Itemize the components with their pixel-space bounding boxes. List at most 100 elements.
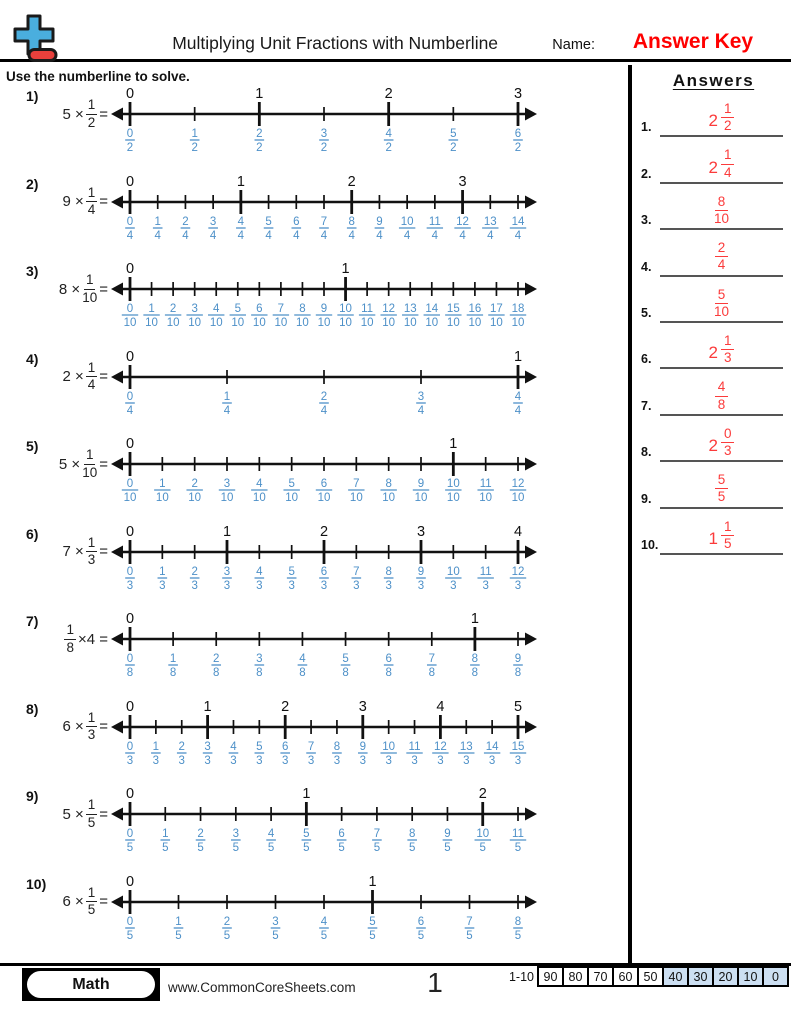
svg-text:6: 6 <box>256 303 262 315</box>
problem-number: 1) <box>26 88 39 104</box>
svg-text:1: 1 <box>159 478 165 490</box>
svg-text:2: 2 <box>191 478 197 490</box>
svg-text:0: 0 <box>126 174 134 190</box>
svg-text:5: 5 <box>256 741 262 753</box>
svg-text:3: 3 <box>210 216 216 228</box>
problem-row: 3) 8 × 1 10 = 0 0 10 1 10 2 10 3 10 4 10 5 10 6 10 7 10 8 10 9 10… <box>0 261 628 349</box>
svg-text:8: 8 <box>349 216 355 228</box>
svg-text:8: 8 <box>429 667 435 679</box>
right-arrow-icon <box>525 457 537 471</box>
svg-text:3: 3 <box>127 755 133 767</box>
svg-text:3: 3 <box>450 580 456 592</box>
expression-prefix: 6 × <box>62 718 84 735</box>
svg-text:10: 10 <box>145 317 158 329</box>
svg-text:5: 5 <box>265 216 271 228</box>
svg-text:5: 5 <box>480 842 486 854</box>
expression-suffix: = <box>99 543 108 560</box>
svg-text:8: 8 <box>409 828 415 840</box>
number-line: 0 0 3 1 3 2 3 1 3 3 4 3 5 3 2 6 3 7 3 8 3 3 9 3 10 3 11 3 4 12 3 <box>111 524 537 592</box>
answer-key-label: Answer Key <box>632 30 754 53</box>
svg-text:5: 5 <box>197 842 203 854</box>
problems-column: Use the numberline to solve. 1) 5 × 1 2 = 0 0 2… <box>0 65 628 961</box>
svg-text:4: 4 <box>127 405 134 417</box>
svg-text:0: 0 <box>127 916 133 928</box>
svg-text:1: 1 <box>302 786 310 802</box>
answer-blank-line <box>660 181 783 184</box>
svg-text:5: 5 <box>338 842 344 854</box>
grade-cell: 40 <box>662 966 689 987</box>
answer-row: 5. 5 10 <box>636 281 791 327</box>
left-arrow-icon <box>111 370 123 383</box>
svg-text:12: 12 <box>434 741 447 753</box>
svg-text:8: 8 <box>515 667 521 679</box>
svg-text:1: 1 <box>471 611 479 627</box>
svg-text:10: 10 <box>231 317 244 329</box>
grade-cell: 30 <box>687 966 714 987</box>
answer-row: 8. 2 0 3 <box>636 420 791 466</box>
svg-text:3: 3 <box>359 699 367 715</box>
svg-text:5: 5 <box>466 930 472 942</box>
svg-text:1: 1 <box>175 916 181 928</box>
svg-text:5: 5 <box>268 842 274 854</box>
number-line: 0 0 5 1 5 2 5 3 5 4 5 1 5 5 6 5 7 5 8 5 9 5 2 10 5 11 5 <box>111 786 537 854</box>
svg-text:0: 0 <box>127 566 133 578</box>
svg-text:5: 5 <box>233 842 239 854</box>
svg-text:10: 10 <box>188 492 201 504</box>
svg-text:10: 10 <box>274 317 287 329</box>
expression-suffix: = <box>99 280 108 298</box>
answers-list: 1. 2 1 2 2. 2 1 4 3. 8 10 4. 2 4 5. 5 10 6. 2 1 3 7. 4 8 8. 2 0 3 9.… <box>636 95 791 559</box>
problem-number: 10) <box>26 875 47 892</box>
answer-number: 6. <box>641 352 652 367</box>
svg-text:4: 4 <box>213 303 220 315</box>
svg-text:4: 4 <box>238 216 245 228</box>
svg-text:9: 9 <box>515 653 521 665</box>
svg-text:13: 13 <box>484 216 497 228</box>
svg-text:6: 6 <box>293 216 299 228</box>
svg-text:3: 3 <box>418 391 424 403</box>
svg-text:1: 1 <box>191 128 197 140</box>
svg-text:2: 2 <box>321 142 327 154</box>
answer-blank-line <box>660 135 783 138</box>
answer-blank-line <box>660 228 783 231</box>
answer-blank-line <box>660 506 783 509</box>
answer-value: 5 10 <box>660 287 783 319</box>
svg-text:10: 10 <box>339 303 352 315</box>
answer-whole: 2 <box>708 343 718 363</box>
answer-row: 2. 2 1 4 <box>636 141 791 187</box>
svg-text:2: 2 <box>224 916 230 928</box>
expression-prefix: 7 × <box>62 543 84 560</box>
svg-text:3: 3 <box>256 580 262 592</box>
svg-text:10: 10 <box>447 492 460 504</box>
svg-text:10: 10 <box>124 317 137 329</box>
problem-row: 1) 5 × 1 2 = 0 0 2 1 2 1 2 2 3 2 2 4 2 5 2 3 6 2 <box>0 86 628 174</box>
grade-cell: 80 <box>562 966 589 987</box>
svg-text:10: 10 <box>447 566 460 578</box>
svg-text:3: 3 <box>153 755 159 767</box>
svg-text:8: 8 <box>299 667 305 679</box>
svg-text:3: 3 <box>321 128 327 140</box>
svg-text:4: 4 <box>293 230 300 242</box>
svg-text:9: 9 <box>360 741 366 753</box>
svg-text:3: 3 <box>515 580 521 592</box>
grading-table: 1-10 90 80 70 60 50 40 30 20 10 0 <box>509 966 789 987</box>
svg-text:3: 3 <box>489 755 495 767</box>
expression-suffix: = <box>99 368 108 385</box>
svg-text:3: 3 <box>256 653 262 665</box>
svg-text:1: 1 <box>342 261 350 277</box>
problem-number: 4) <box>26 350 39 367</box>
problem-expression: 5 × 1 10 = <box>38 436 108 492</box>
svg-text:3: 3 <box>417 524 425 540</box>
svg-text:10: 10 <box>124 492 137 504</box>
svg-text:10: 10 <box>382 741 395 753</box>
svg-text:6: 6 <box>338 828 344 840</box>
grade-cells: 90 80 70 60 50 40 30 20 10 0 <box>537 966 789 987</box>
svg-text:5: 5 <box>369 916 375 928</box>
problem-number: 3) <box>26 263 39 279</box>
svg-text:14: 14 <box>512 216 525 228</box>
answer-row: 6. 2 1 3 <box>636 327 791 373</box>
svg-text:10: 10 <box>415 492 428 504</box>
